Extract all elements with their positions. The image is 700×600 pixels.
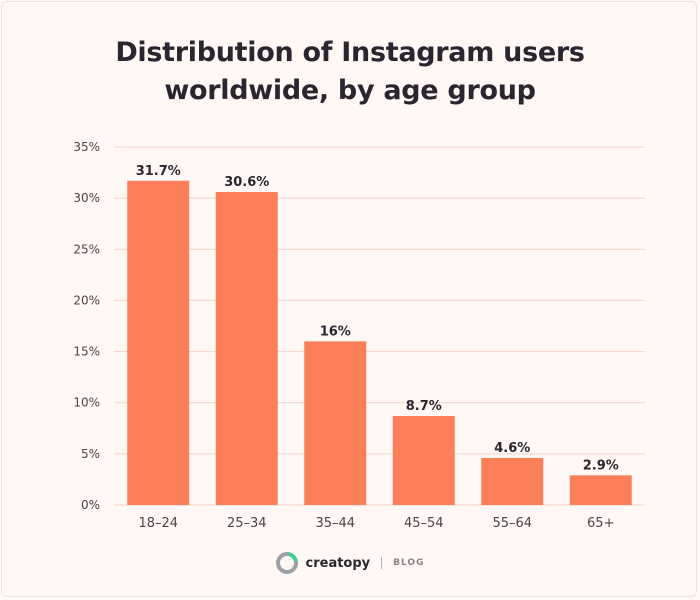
x-tick-label: 18–24 [138,516,178,531]
brand-footer: creatopy BLOG [0,552,700,574]
y-tick-label: 5% [81,447,100,461]
x-tick-label: 25–34 [227,516,267,531]
data-label: 16% [320,324,351,339]
y-tick-label: 10% [73,396,100,410]
bar [392,416,455,505]
y-tick-label: 35% [73,140,100,154]
brand-name: creatopy [305,555,371,571]
x-tick-label: 65+ [587,516,614,531]
brand-separator [381,557,383,569]
y-tick-label: 25% [73,242,100,256]
bar [215,192,278,505]
chart-title: Distribution of Instagram users worldwid… [0,34,700,110]
chart-title-line-1: Distribution of Instagram users [115,37,585,68]
x-tick-label: 35–44 [315,516,355,531]
y-tick-label: 0% [81,498,100,512]
data-label: 2.9% [583,458,619,473]
x-tick-label: 45–54 [404,516,444,531]
bar [569,475,632,505]
bar [304,341,367,505]
data-label: 30.6% [224,175,269,190]
x-tick-label: 55–64 [492,516,532,531]
brand-tag: BLOG [393,558,425,568]
data-label: 4.6% [494,441,530,456]
bar [481,457,544,505]
creatopy-logo-icon [275,552,298,574]
y-tick-label: 20% [73,293,100,307]
chart-title-line-2: worldwide, by age group [164,75,536,106]
y-tick-label: 15% [73,345,100,359]
y-tick-label: 30% [73,191,100,205]
data-label: 8.7% [406,399,442,414]
bar [127,180,190,506]
data-label: 31.7% [136,164,181,179]
